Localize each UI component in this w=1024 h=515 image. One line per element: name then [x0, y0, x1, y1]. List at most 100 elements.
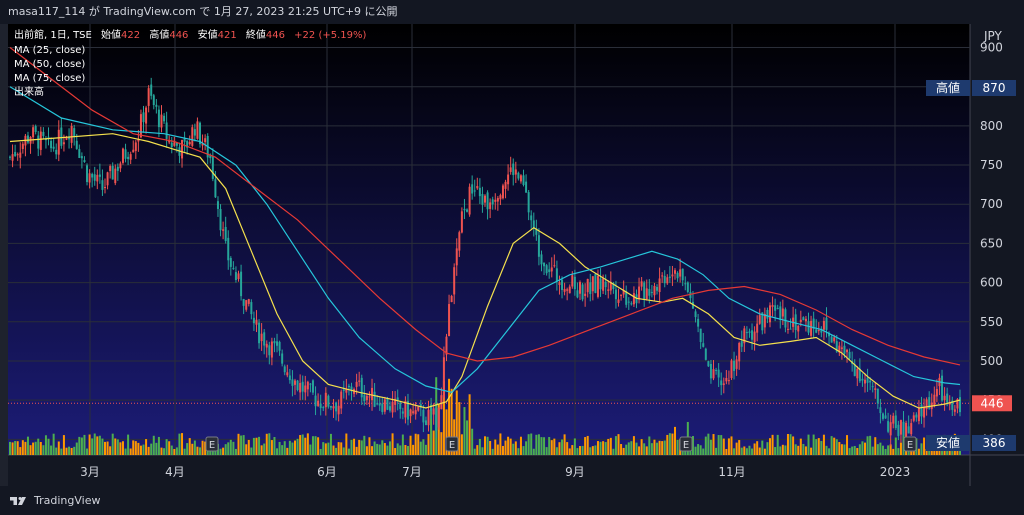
candle-body — [650, 291, 653, 293]
price-tick-label: 500 — [980, 354, 1003, 368]
candle-body — [717, 369, 720, 378]
footer: TradingView — [0, 486, 1024, 515]
candle-body — [245, 300, 248, 310]
candle-body — [697, 318, 700, 327]
volume-bar — [938, 448, 941, 455]
volume-bar — [887, 445, 890, 455]
volume-bar — [840, 444, 843, 455]
volume-bar — [486, 436, 489, 455]
legend-ma50[interactable]: MA (50, close) — [14, 59, 85, 70]
candles[interactable] — [9, 77, 961, 447]
candle-body — [481, 193, 484, 205]
candle-body — [157, 109, 160, 128]
volume-bar — [864, 442, 866, 455]
currency-label: JPY — [983, 29, 1003, 43]
volume-bar — [622, 447, 625, 455]
volume-bar — [57, 441, 60, 455]
candle-body — [884, 415, 887, 419]
candle-body — [204, 138, 207, 143]
candle-body — [784, 309, 787, 328]
price-chart[interactable]: 400450500550600650700750800850900 3月4月6月… — [0, 24, 1024, 486]
candle-body — [14, 151, 17, 157]
volume-bar — [427, 434, 430, 455]
volume-bar — [419, 441, 422, 455]
earnings-marker[interactable] — [205, 436, 219, 452]
volume-bar — [853, 445, 856, 455]
candle-body — [424, 420, 427, 426]
volume-bar — [835, 439, 838, 455]
candle-body — [80, 156, 83, 159]
volume-bar — [175, 447, 178, 455]
volume-bar — [373, 441, 376, 455]
volume-bar — [371, 446, 374, 455]
candle-body — [240, 271, 243, 297]
candle-body — [270, 341, 273, 358]
candle-body — [512, 163, 515, 176]
volume-bar — [458, 402, 461, 455]
candle-body — [817, 330, 820, 332]
volume-bar — [319, 448, 322, 455]
legend-ma25[interactable]: MA (25, close) — [14, 45, 85, 56]
volume-bar — [548, 437, 551, 455]
footer-brand[interactable]: TradingView — [34, 494, 101, 507]
earnings-marker[interactable] — [679, 436, 693, 452]
volume-bar — [589, 447, 592, 455]
candle-body — [789, 328, 792, 330]
earnings-marker[interactable] — [903, 436, 917, 452]
volume-bar — [273, 436, 276, 455]
candle-body — [812, 318, 815, 330]
volume-bar — [121, 441, 124, 455]
candle-body — [319, 403, 322, 409]
volume-bar — [581, 445, 584, 455]
candle-body — [227, 237, 230, 261]
volume-bar — [229, 439, 232, 455]
candle-body — [34, 126, 37, 132]
legend-ma75[interactable]: MA (75, close) — [14, 73, 85, 84]
volume-bar — [617, 434, 620, 455]
volume-bar — [640, 439, 643, 455]
price-tick-label: 600 — [980, 276, 1003, 290]
candle-body — [368, 396, 371, 398]
candle-body — [527, 192, 530, 213]
candle-body — [596, 275, 599, 297]
volume-bar — [540, 437, 543, 455]
candle-body — [525, 181, 528, 193]
candle-body — [545, 265, 548, 274]
candle-body — [810, 320, 813, 336]
candle-body — [769, 305, 771, 323]
candle-body — [653, 285, 656, 296]
candle-body — [907, 426, 910, 434]
volume-bar — [299, 435, 302, 455]
candle-body — [478, 187, 481, 197]
candle-body — [645, 288, 648, 300]
volume-bar — [668, 433, 671, 455]
volume-bar — [535, 434, 538, 455]
candle-body — [561, 279, 564, 290]
candle-body — [299, 383, 302, 393]
volume-bar — [245, 444, 248, 455]
volume-bar — [604, 442, 607, 455]
volume-bar — [663, 440, 666, 455]
candle-body — [920, 404, 923, 417]
volume-bar — [139, 445, 142, 455]
volume-bar — [709, 439, 712, 455]
earnings-marker[interactable] — [445, 436, 459, 452]
candle-body — [70, 126, 73, 143]
candle-body — [522, 175, 525, 185]
candle-body — [44, 138, 47, 141]
volume-bar — [101, 438, 104, 455]
candle-body — [175, 142, 178, 146]
candle-body — [881, 413, 884, 419]
candle-body — [137, 139, 140, 142]
volume-bar — [173, 448, 176, 455]
candle-body — [694, 311, 697, 318]
volume-bar — [242, 435, 245, 455]
volume-bar — [296, 438, 299, 455]
price-tick-label: 550 — [980, 315, 1003, 329]
candle-body — [427, 409, 430, 426]
candle-body — [656, 286, 659, 291]
volume-bar — [561, 439, 564, 455]
candle-body — [833, 337, 836, 342]
legend-volume[interactable]: 出来高 — [14, 85, 44, 98]
